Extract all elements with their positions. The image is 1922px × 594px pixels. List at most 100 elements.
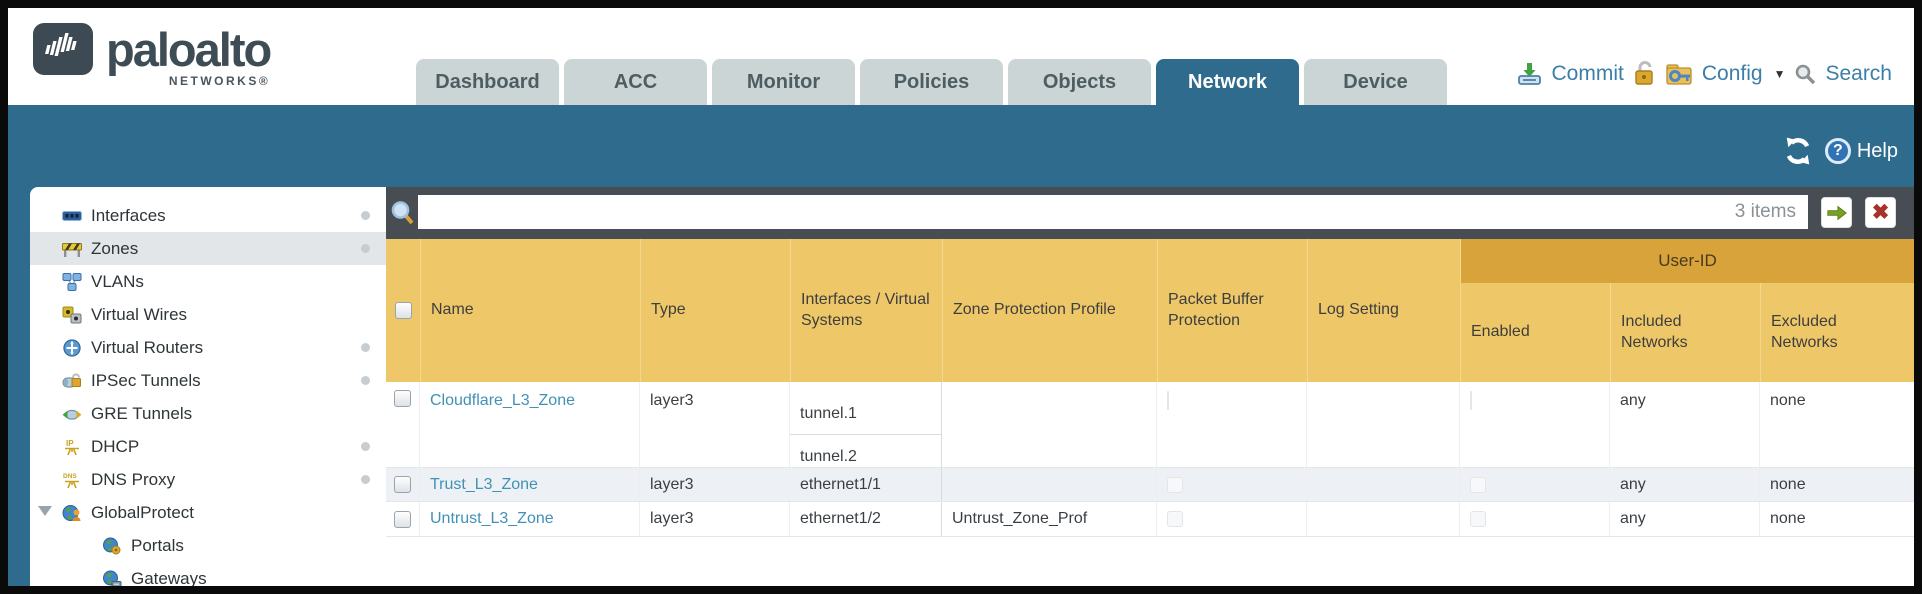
- sidebar-item-dns-proxy[interactable]: DNS DNS Proxy: [30, 463, 386, 496]
- column-header-zone-protection-profile[interactable]: Zone Protection Profile: [942, 239, 1157, 382]
- sidebar-item-label: GRE Tunnels: [91, 403, 193, 423]
- globalprotect-icon: [62, 504, 81, 521]
- enabled-checkbox: [1470, 391, 1472, 410]
- tab-dashboard[interactable]: Dashboard: [416, 59, 559, 105]
- zone-name-cell: Trust_L3_Zone: [420, 468, 640, 501]
- brand-logo: paloalto NETWORKS®: [32, 22, 272, 88]
- excluded-networks-cell: none: [1770, 475, 1806, 493]
- excluded-networks-cell: none: [1770, 392, 1806, 409]
- sidebar-item-label: Virtual Routers: [91, 337, 204, 357]
- brand-name: paloalto: [106, 23, 272, 76]
- tab-acc[interactable]: ACC: [564, 59, 707, 105]
- config-icon[interactable]: [1665, 61, 1693, 87]
- expander-icon[interactable]: [38, 506, 52, 516]
- ipsec-tunnels-icon: [62, 373, 81, 388]
- log-setting-cell: [1307, 502, 1460, 536]
- config-caret-icon[interactable]: ▼: [1773, 66, 1786, 81]
- sidebar-item-label: Zones: [91, 238, 139, 258]
- zone-protection-profile-cell: [942, 468, 1157, 501]
- status-dot: [361, 211, 370, 220]
- column-header-interfaces[interactable]: Interfaces / Virtual Systems: [790, 239, 942, 382]
- zone-interfaces-cell: tunnel.1 tunnel.2: [790, 382, 942, 478]
- brand-text: paloalto NETWORKS®: [106, 22, 272, 88]
- row-checkbox[interactable]: [394, 390, 411, 407]
- sidebar-item-gateways[interactable]: Gateways: [30, 562, 386, 586]
- commit-button[interactable]: Commit: [1551, 61, 1624, 85]
- commit-icon[interactable]: [1516, 60, 1543, 87]
- svg-text:IP: IP: [66, 439, 74, 448]
- sidebar-item-gre-tunnels[interactable]: GRE Tunnels: [30, 397, 386, 430]
- sidebar-item-vlans[interactable]: VLANs: [30, 265, 386, 298]
- included-networks-cell: any: [1610, 382, 1760, 478]
- search-icon[interactable]: [1794, 63, 1816, 85]
- tab-device[interactable]: Device: [1304, 59, 1447, 105]
- apply-filter-button[interactable]: [1821, 197, 1852, 228]
- sidebar-item-interfaces[interactable]: Interfaces: [30, 199, 386, 232]
- filter-input[interactable]: [418, 195, 1808, 229]
- column-header-included-networks[interactable]: Included Networks: [1610, 283, 1760, 382]
- gre-tunnels-icon: [62, 409, 82, 420]
- column-header-type[interactable]: Type: [640, 239, 790, 382]
- zone-protection-profile-cell: Untrust_Zone_Prof: [942, 502, 1157, 536]
- sidebar-item-label: GlobalProtect: [91, 502, 194, 522]
- sidebar-item-dhcp[interactable]: IP DHCP: [30, 430, 386, 463]
- lock-icon[interactable]: [1633, 60, 1656, 87]
- column-header-enabled[interactable]: Enabled: [1460, 283, 1610, 382]
- row-select-cell: [386, 382, 420, 478]
- zone-type-cell: layer3: [640, 382, 790, 478]
- row-checkbox[interactable]: [394, 510, 411, 528]
- column-header-log-setting[interactable]: Log Setting: [1307, 239, 1460, 382]
- refresh-icon[interactable]: [1783, 136, 1813, 166]
- search-button[interactable]: Search: [1825, 61, 1892, 85]
- interface-entry: tunnel.2: [800, 448, 857, 465]
- tab-network[interactable]: Network: [1156, 59, 1299, 105]
- column-header-packet-buffer-protection[interactable]: Packet Buffer Protection: [1157, 239, 1307, 382]
- log-setting-cell: [1307, 382, 1460, 478]
- select-all-cell: [386, 239, 420, 382]
- sidebar-item-label: IPSec Tunnels: [91, 370, 201, 390]
- row-checkbox[interactable]: [394, 476, 411, 493]
- tab-monitor[interactable]: Monitor: [712, 59, 855, 105]
- item-count: 3 items: [1734, 201, 1796, 222]
- help-label[interactable]: Help: [1856, 139, 1898, 162]
- sidebar-item-portals[interactable]: Portals: [30, 529, 386, 562]
- sidebar-item-virtual-routers[interactable]: Virtual Routers: [30, 331, 386, 364]
- page-canvas: paloalto NETWORKS® Dashboard ACC Monitor…: [8, 8, 1914, 586]
- packet-buffer-checkbox: [1167, 511, 1183, 527]
- sidebar-item-globalprotect[interactable]: GlobalProtect: [30, 496, 386, 529]
- help-icon[interactable]: ?: [1824, 138, 1851, 164]
- table-row: Trust_L3_Zone layer3 ethernet1/1 any non…: [386, 468, 1914, 502]
- virtual-routers-icon: [63, 338, 81, 357]
- select-all-checkbox[interactable]: [394, 302, 412, 319]
- table-body: Cloudflare_L3_Zone layer3 tunnel.1 tunne…: [386, 382, 1914, 586]
- tab-objects[interactable]: Objects: [1008, 59, 1151, 105]
- zone-name-link[interactable]: Untrust_L3_Zone: [430, 510, 554, 527]
- status-dot: [361, 475, 370, 484]
- row-select-cell: [386, 502, 420, 536]
- status-dot: [361, 442, 370, 451]
- zone-type-cell: layer3: [640, 468, 790, 501]
- row-select-cell: [386, 468, 420, 501]
- packet-buffer-checkbox: [1167, 391, 1169, 410]
- tab-policies[interactable]: Policies: [860, 59, 1003, 105]
- table-header: Name Type Interfaces / Virtual Systems Z…: [386, 239, 1914, 382]
- packet-buffer-protection-cell: [1157, 382, 1307, 478]
- config-button[interactable]: Config: [1701, 61, 1763, 85]
- clear-filter-button[interactable]: ✖: [1865, 197, 1896, 228]
- included-networks-cell: any: [1610, 502, 1760, 536]
- sidebar-item-ipsec-tunnels[interactable]: IPSec Tunnels: [30, 364, 386, 397]
- sidebar-item-zones[interactable]: Zones: [30, 232, 386, 265]
- log-setting-cell: [1307, 468, 1460, 501]
- sidebar-item-label: VLANs: [91, 271, 144, 291]
- dhcp-icon: IP: [65, 439, 79, 455]
- sidebar-item-label: DHCP: [91, 436, 140, 456]
- svg-text:DNS: DNS: [63, 473, 77, 480]
- zone-name-link[interactable]: Trust_L3_Zone: [430, 475, 538, 493]
- sidebar-item-virtual-wires[interactable]: Virtual Wires: [30, 298, 386, 331]
- column-header-name[interactable]: Name: [420, 239, 640, 382]
- zones-icon: [62, 242, 82, 257]
- zone-name-link[interactable]: Cloudflare_L3_Zone: [430, 392, 575, 409]
- column-header-excluded-networks[interactable]: Excluded Networks: [1760, 283, 1914, 382]
- status-dot: [361, 343, 370, 352]
